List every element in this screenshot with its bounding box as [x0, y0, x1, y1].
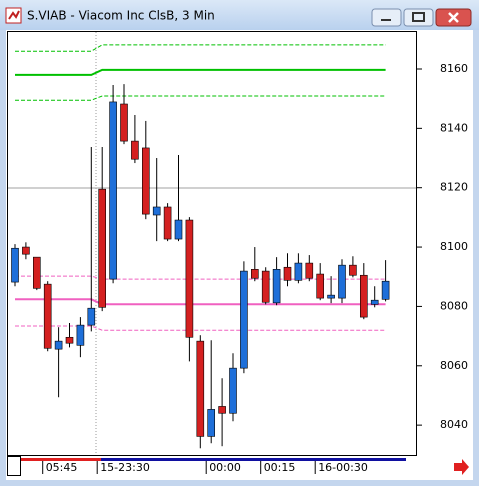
candle-body [65, 336, 74, 344]
plot-area [7, 31, 417, 456]
candle-body [327, 294, 335, 299]
candle-body [251, 269, 259, 279]
minimize-button[interactable] [371, 8, 402, 27]
x-tick-label: 15-23:30 [100, 461, 150, 474]
chart: 8040 8060 8080 8100 8120 8140 8160 05:45 15-23:3… [8, 44, 468, 474]
y-tick-label: 8060 [440, 359, 468, 372]
session-bar [101, 458, 406, 461]
close-glyph [448, 12, 459, 23]
candle-body [98, 188, 106, 308]
candle-body [174, 219, 183, 240]
candle-body [229, 367, 237, 414]
candle-body [261, 270, 270, 303]
candle-body [294, 262, 303, 281]
minimize-glyph [381, 19, 391, 21]
overlay-line [15, 95, 386, 101]
candle-body [142, 147, 150, 215]
x-tick-label: 16-00:30 [318, 461, 368, 474]
candle-body [283, 266, 292, 281]
overlay-line [15, 44, 386, 52]
app-icon-glyph [8, 10, 20, 20]
candle-body [338, 264, 346, 299]
y-tick-label: 8080 [440, 299, 468, 312]
y-tick-label: 8120 [440, 181, 468, 194]
candle-body [218, 406, 226, 414]
candle-body [163, 206, 172, 240]
candle-body [359, 274, 368, 318]
candle-body [272, 269, 281, 304]
overlay-line [15, 298, 386, 306]
scroll-arrow[interactable] [454, 459, 469, 475]
maximize-button[interactable] [403, 8, 434, 27]
candle-body [185, 219, 194, 338]
session-bar [21, 458, 101, 461]
x-tick-label: 00:15 [264, 461, 296, 474]
candle-body [316, 273, 325, 299]
maximize-glyph [412, 12, 425, 22]
window-buttons [371, 8, 472, 27]
candle-body [109, 101, 117, 280]
y-tick-label: 8140 [440, 121, 468, 134]
corner-box [7, 456, 21, 476]
y-tick-label: 8100 [440, 240, 468, 253]
candle-body [87, 307, 96, 326]
candle-body [207, 409, 215, 437]
candle-body [43, 283, 52, 349]
overlay-line [15, 68, 386, 76]
app-icon [5, 7, 22, 24]
window-title: S.VIAB - Viacom Inc ClsB, 3 Min [27, 9, 215, 23]
y-tick-label: 8160 [440, 62, 468, 75]
candle-body [370, 299, 379, 305]
candle-body [305, 262, 314, 279]
candle-body [32, 256, 41, 289]
candle-body [120, 103, 128, 142]
y-tick-label: 8040 [440, 418, 468, 431]
candle-body [131, 140, 139, 160]
candle-body [349, 264, 357, 276]
x-tick-label: 05:45 [46, 461, 78, 474]
x-tick-label: 00:00 [209, 461, 241, 474]
candle-body [152, 206, 161, 216]
candle-body [22, 246, 30, 255]
candle-body [196, 340, 205, 437]
candle-body [76, 324, 85, 346]
candle-body [54, 340, 63, 350]
candle-body [381, 280, 390, 300]
candle-body [11, 247, 19, 283]
candle-body [240, 270, 248, 369]
